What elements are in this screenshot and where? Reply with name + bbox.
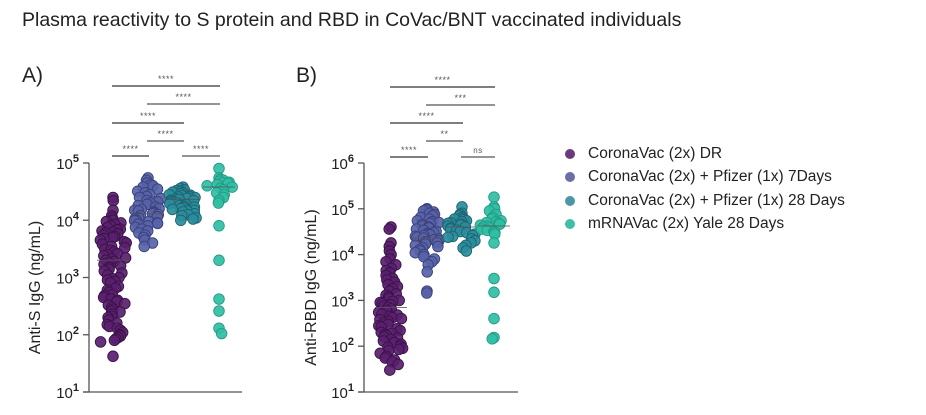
significance-label: ** xyxy=(440,129,448,139)
data-point xyxy=(201,180,213,192)
data-point xyxy=(213,305,225,317)
y-tick-label: 103 xyxy=(331,290,354,310)
significance-label: **** xyxy=(193,144,209,154)
panel-b-label: B) xyxy=(296,64,317,87)
legend-item: mRNAVac (2x) Yale 28 Days xyxy=(565,213,845,237)
data-point xyxy=(392,358,404,371)
data-point xyxy=(460,245,473,257)
legend-label: CoronaVac (2x) + Pfizer (1x) 28 Days xyxy=(588,191,845,209)
y-tick-label: 104 xyxy=(331,245,355,265)
significance-label: *** xyxy=(454,93,466,103)
y-tick-label: 101 xyxy=(56,382,79,402)
data-point xyxy=(187,213,199,225)
data-point xyxy=(175,214,187,227)
legend-marker xyxy=(565,219,575,230)
legend-marker xyxy=(565,172,575,183)
y-tick-label: 102 xyxy=(56,325,79,345)
data-point xyxy=(107,194,120,207)
significance-label: **** xyxy=(401,145,417,155)
y-tick-label: 104 xyxy=(56,210,80,230)
significance-label: **** xyxy=(122,144,138,154)
data-point xyxy=(488,191,500,203)
data-point xyxy=(94,336,107,348)
data-point xyxy=(215,327,228,340)
legend-marker xyxy=(565,195,575,206)
y-axis-label: Anti-S IgG (ng/mL) xyxy=(27,221,44,354)
legend-label: CoronaVac (2x) + Pfizer (1x) 7Days xyxy=(588,168,832,186)
significance-label: ns xyxy=(473,146,482,155)
data-point xyxy=(393,343,405,356)
panel-a-label: A) xyxy=(22,64,43,87)
data-point xyxy=(488,237,500,249)
legend: CoronaVac (2x) DR CoronaVac (2x) + Pfize… xyxy=(565,142,845,236)
y-tick-label: 105 xyxy=(56,153,79,173)
data-point xyxy=(488,272,500,285)
y-tick-label: 106 xyxy=(331,153,354,173)
legend-item: CoronaVac (2x) + Pfizer (1x) 7Days xyxy=(565,166,845,190)
y-axis-label: Anti-RBD IgG (ng/mL) xyxy=(303,209,320,365)
data-point xyxy=(488,286,500,299)
significance-label: **** xyxy=(140,111,156,121)
data-point xyxy=(107,350,119,363)
significance-label: **** xyxy=(157,129,173,139)
data-point xyxy=(421,266,433,278)
panel-b: 101 102 103 104 105 106 Anti-RBD IgG (ng/mL) **… xyxy=(303,75,518,402)
data-point xyxy=(138,240,150,253)
data-point xyxy=(488,312,500,325)
data-point xyxy=(212,197,225,209)
significance-label: **** xyxy=(434,75,450,85)
significance-label: **** xyxy=(158,74,174,84)
legend-label: mRNAVac (2x) Yale 28 Days xyxy=(588,215,785,233)
significance-label: **** xyxy=(418,111,434,121)
data-point xyxy=(383,223,395,235)
legend-item: CoronaVac (2x) DR xyxy=(565,142,845,166)
data-point xyxy=(384,364,396,376)
y-tick-label: 101 xyxy=(331,382,354,402)
data-point xyxy=(213,254,225,267)
y-tick-label: 102 xyxy=(331,336,354,356)
y-tick-label: 103 xyxy=(56,268,79,288)
legend-label: CoronaVac (2x) DR xyxy=(588,144,723,162)
data-point xyxy=(395,312,408,325)
data-point xyxy=(442,231,454,243)
data-point xyxy=(166,203,179,216)
data-point xyxy=(213,220,225,232)
data-point xyxy=(108,334,121,347)
data-point xyxy=(213,293,225,305)
legend-marker xyxy=(565,148,575,159)
y-tick-label: 105 xyxy=(331,199,354,219)
data-point xyxy=(432,240,444,253)
significance-label: **** xyxy=(175,92,191,102)
data-point xyxy=(421,287,433,299)
data-point xyxy=(151,217,164,230)
chart-title: Plasma reactivity to S protein and RBD i… xyxy=(22,9,682,31)
data-point xyxy=(486,333,498,345)
legend-item: CoronaVac (2x) + Pfizer (1x) 28 Days xyxy=(565,189,845,213)
